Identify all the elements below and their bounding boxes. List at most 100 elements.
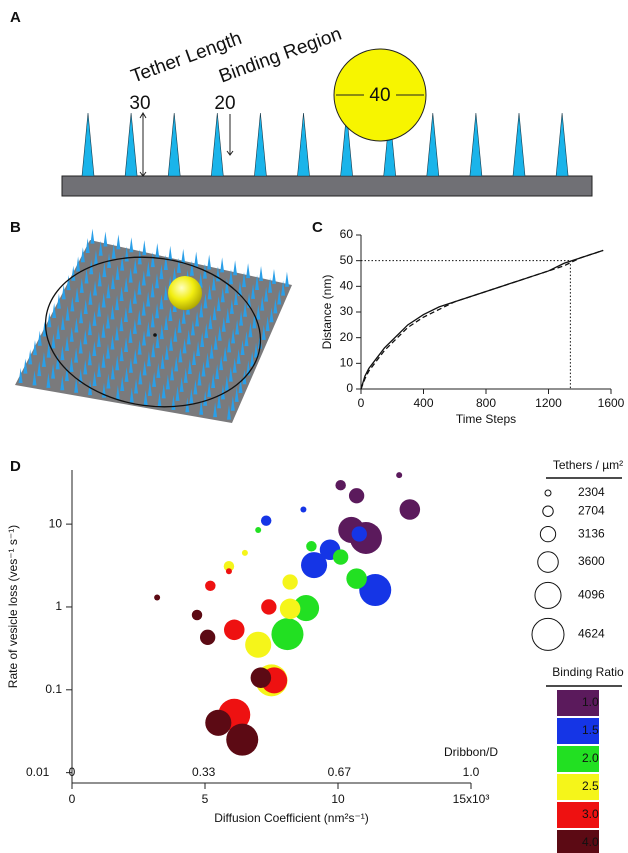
tether-3d bbox=[93, 280, 98, 296]
tether-3d bbox=[150, 252, 155, 268]
tether-3d bbox=[215, 364, 220, 380]
tether-3d bbox=[51, 333, 56, 349]
tether-3d bbox=[181, 248, 186, 264]
tether-3d bbox=[182, 338, 187, 354]
x-tick-label: 0 bbox=[69, 792, 76, 806]
tether-3d bbox=[220, 287, 225, 303]
tether-3d bbox=[217, 325, 222, 341]
x-tick-label: 15x10³ bbox=[453, 792, 490, 806]
tether-3d bbox=[208, 314, 213, 330]
tether-3d bbox=[78, 368, 83, 384]
tether-3d bbox=[97, 301, 102, 317]
tether-3d bbox=[223, 346, 228, 362]
tether-3d bbox=[79, 308, 84, 324]
bubble bbox=[225, 568, 232, 575]
panel-label: A bbox=[10, 9, 21, 26]
tether-3d bbox=[196, 341, 201, 357]
tether bbox=[426, 112, 440, 177]
tether-3d bbox=[226, 404, 231, 420]
tether-3d bbox=[87, 350, 92, 366]
tether-3d bbox=[164, 315, 169, 331]
tether-3d bbox=[197, 370, 202, 386]
tether-3d bbox=[60, 314, 65, 330]
tether-3d bbox=[186, 329, 191, 345]
tether-3d bbox=[219, 355, 224, 371]
tether bbox=[81, 112, 95, 177]
tether-3d bbox=[97, 361, 102, 377]
center-dot bbox=[153, 333, 157, 337]
tether-3d bbox=[178, 347, 183, 363]
tether-3d bbox=[164, 344, 169, 360]
tether-3d bbox=[252, 313, 257, 329]
x2-axis-label: Dribbon/D bbox=[444, 745, 498, 759]
tether-3d bbox=[172, 266, 177, 282]
tether-3d bbox=[141, 300, 146, 316]
color-legend-swatch bbox=[557, 746, 599, 772]
tether-3d bbox=[199, 302, 204, 318]
tether-3d bbox=[137, 279, 142, 295]
tether-3d bbox=[42, 321, 47, 337]
tether-3d bbox=[255, 274, 260, 290]
tether-3d bbox=[170, 365, 175, 381]
tether-3d bbox=[101, 322, 106, 338]
tether-3d bbox=[120, 375, 125, 391]
tether-3d bbox=[132, 318, 137, 334]
tether bbox=[124, 112, 138, 177]
tether-3d bbox=[152, 371, 157, 387]
tether-3d bbox=[146, 351, 151, 367]
tether-3d bbox=[92, 371, 97, 387]
x-axis-label: Diffusion Coefficient (nm²s⁻¹) bbox=[214, 811, 369, 825]
tether-field bbox=[18, 228, 289, 420]
bubble bbox=[293, 595, 320, 622]
tether-3d bbox=[240, 339, 245, 355]
tether-3d bbox=[173, 326, 178, 342]
tether-3d bbox=[224, 375, 229, 391]
bubble bbox=[279, 598, 301, 620]
bubble bbox=[199, 629, 216, 645]
tether-3d bbox=[60, 375, 65, 391]
label-bg bbox=[364, 85, 396, 105]
y-tick-label: 50 bbox=[340, 253, 354, 267]
tether-3d bbox=[231, 328, 236, 344]
legend-label: 1.0 bbox=[582, 695, 599, 709]
tether-3d bbox=[242, 369, 247, 385]
tether-3d bbox=[155, 243, 160, 259]
tether-3d bbox=[224, 278, 229, 294]
size-legend-marker bbox=[539, 525, 557, 543]
tether-3d bbox=[134, 378, 139, 394]
tether-3d bbox=[78, 338, 83, 354]
tether-3d bbox=[229, 298, 234, 314]
data-line bbox=[360, 249, 604, 390]
tether-3d bbox=[269, 307, 274, 323]
tether-3d bbox=[23, 358, 28, 374]
tether bbox=[469, 112, 483, 177]
binding-zone bbox=[44, 256, 262, 408]
tether-3d bbox=[169, 335, 174, 351]
tether-3d bbox=[154, 273, 159, 289]
legend-label: 2.0 bbox=[582, 751, 599, 765]
tether-3d bbox=[119, 346, 124, 362]
legend-label: 2.5 bbox=[582, 779, 599, 793]
tether-3d bbox=[98, 240, 103, 256]
tether-3d bbox=[85, 237, 90, 253]
tether-3d bbox=[133, 348, 138, 364]
tether-3d bbox=[105, 313, 110, 329]
tether-3d bbox=[271, 268, 276, 284]
tether-3d bbox=[205, 352, 210, 368]
tether-arrow bbox=[139, 112, 147, 177]
tether-3d bbox=[65, 305, 70, 321]
tether bbox=[512, 112, 526, 177]
tether-3d bbox=[207, 284, 212, 300]
tether-3d bbox=[265, 316, 270, 332]
tether-3d bbox=[115, 264, 120, 280]
tether-3d bbox=[203, 293, 208, 309]
tether-3d bbox=[211, 372, 216, 388]
tether-3d bbox=[220, 257, 225, 273]
tether-3d bbox=[201, 361, 206, 377]
tether-3d bbox=[129, 237, 134, 253]
tether-3d bbox=[264, 286, 269, 302]
tether bbox=[555, 112, 569, 177]
tether-3d bbox=[243, 301, 248, 317]
tether bbox=[167, 112, 181, 177]
size-legend-marker bbox=[542, 505, 554, 517]
